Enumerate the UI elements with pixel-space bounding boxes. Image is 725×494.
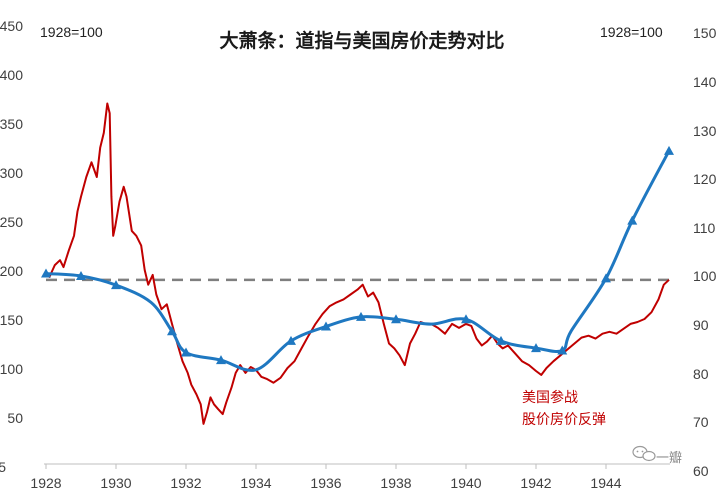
x-axis: 1928 1930 1932 1934 1936 1938 1940 1942 …: [30, 464, 622, 491]
house-price-point: [286, 335, 296, 345]
chat-bubble-icon: [632, 445, 656, 462]
house-price-point: [557, 345, 568, 355]
house-price-point: [356, 311, 366, 321]
x-tick-label: 1930: [100, 475, 131, 491]
watermark-brand: 一瓣: [656, 451, 682, 466]
right-tick-label: 100: [693, 268, 717, 284]
x-tick-label: 1936: [310, 475, 341, 491]
right-tick-label: 120: [693, 171, 717, 187]
house-price-point: [76, 270, 86, 280]
house-price-point: [321, 321, 331, 331]
house-price-point: [664, 145, 674, 155]
right-tick-label: 90: [693, 317, 709, 333]
right-tick-label: 60: [693, 463, 709, 479]
x-tick-label: 1944: [590, 475, 621, 491]
annotation-line-1: 美国参战: [522, 389, 578, 406]
x-tick-label: 1934: [240, 475, 271, 491]
x-tick-label: 1938: [380, 475, 411, 491]
house-price-point: [601, 273, 611, 283]
x-tick-label: 1940: [450, 475, 481, 491]
house-price-series-line: [44, 149, 671, 372]
house-price-point: [41, 268, 51, 278]
left-tick-label: 150: [0, 312, 23, 328]
chart-title: 大萧条：道指与美国房价走势对比: [219, 29, 504, 52]
x-tick-label: 1932: [170, 475, 201, 491]
left-tick-label: 450: [0, 18, 23, 34]
house-price-point: [496, 335, 506, 345]
house-price-point: [461, 314, 471, 324]
left-tick-label: 300: [0, 165, 23, 181]
house-price-point: [627, 215, 638, 225]
house-price-point: [391, 314, 401, 324]
right-tick-label: 80: [693, 366, 709, 382]
left-axis-note: 1928=100: [40, 24, 103, 40]
left-tick-label: 50: [7, 410, 23, 426]
right-tick-label: 130: [693, 123, 717, 139]
left-axis: 450 400 350 300 250 200 150 100 50 5: [0, 18, 23, 475]
left-tick-label: 200: [0, 263, 23, 279]
house-price-point: [531, 343, 541, 353]
annotation-line-2: 股价房价反弹: [522, 412, 606, 428]
x-tick-label: 1942: [520, 475, 551, 491]
left-tick-label: 100: [0, 361, 23, 377]
right-tick-label: 140: [693, 74, 717, 90]
left-tick-label: 5: [0, 459, 6, 475]
right-axis: 150 140 130 120 110 100 90 80 70 60: [693, 25, 717, 479]
watermark: 一瓣: [632, 445, 682, 466]
house-price-point: [181, 347, 191, 357]
x-tick-label: 1928: [30, 475, 61, 491]
left-tick-label: 250: [0, 214, 23, 230]
right-axis-note: 1928=100: [600, 24, 663, 40]
house-price-point: [216, 355, 226, 365]
house-price-point: [111, 280, 121, 290]
house-price-point: [167, 326, 177, 336]
right-tick-label: 150: [693, 25, 717, 41]
right-tick-label: 110: [693, 220, 716, 236]
right-tick-label: 70: [693, 414, 709, 430]
left-tick-label: 350: [0, 116, 23, 132]
house-price-markers: [41, 145, 674, 365]
dow-jones-series-line: [45, 102, 670, 425]
left-tick-label: 400: [0, 67, 23, 83]
